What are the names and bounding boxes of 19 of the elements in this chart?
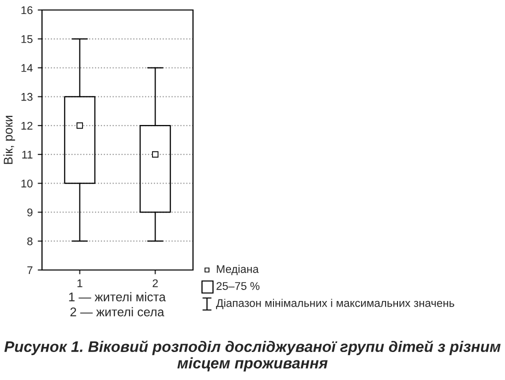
x-tick-label: 2 xyxy=(152,279,158,288)
y-tick-label: 11 xyxy=(22,150,32,158)
y-tick-label: 12 xyxy=(21,122,32,130)
y-tick-label: 16 xyxy=(21,6,32,14)
y-tick-label: 13 xyxy=(21,92,32,101)
text: 25–75 % xyxy=(216,282,260,290)
y-tick-label: 15 xyxy=(21,35,33,44)
text: 1 — жителі міста xyxy=(69,292,166,302)
x-tick-label: 1 xyxy=(78,279,82,288)
text: 2 — жителі села xyxy=(70,307,164,316)
y-tick-label: 8 xyxy=(27,237,32,246)
y-tick-label: 7 xyxy=(27,266,32,274)
y-tick-label: 14 xyxy=(21,64,33,72)
text: Медіана xyxy=(216,264,259,276)
text: Рисунок 1. Віковий розподіл досліджуваної групи дітей з різним місцем проживання xyxy=(4,340,501,372)
y-tick-label: 9 xyxy=(27,208,32,216)
y-tick-label: 10 xyxy=(21,180,33,188)
y-axis-title: Вік, роки xyxy=(3,116,16,164)
text: Діапазон мінімальних і максимальних значень xyxy=(216,298,454,310)
